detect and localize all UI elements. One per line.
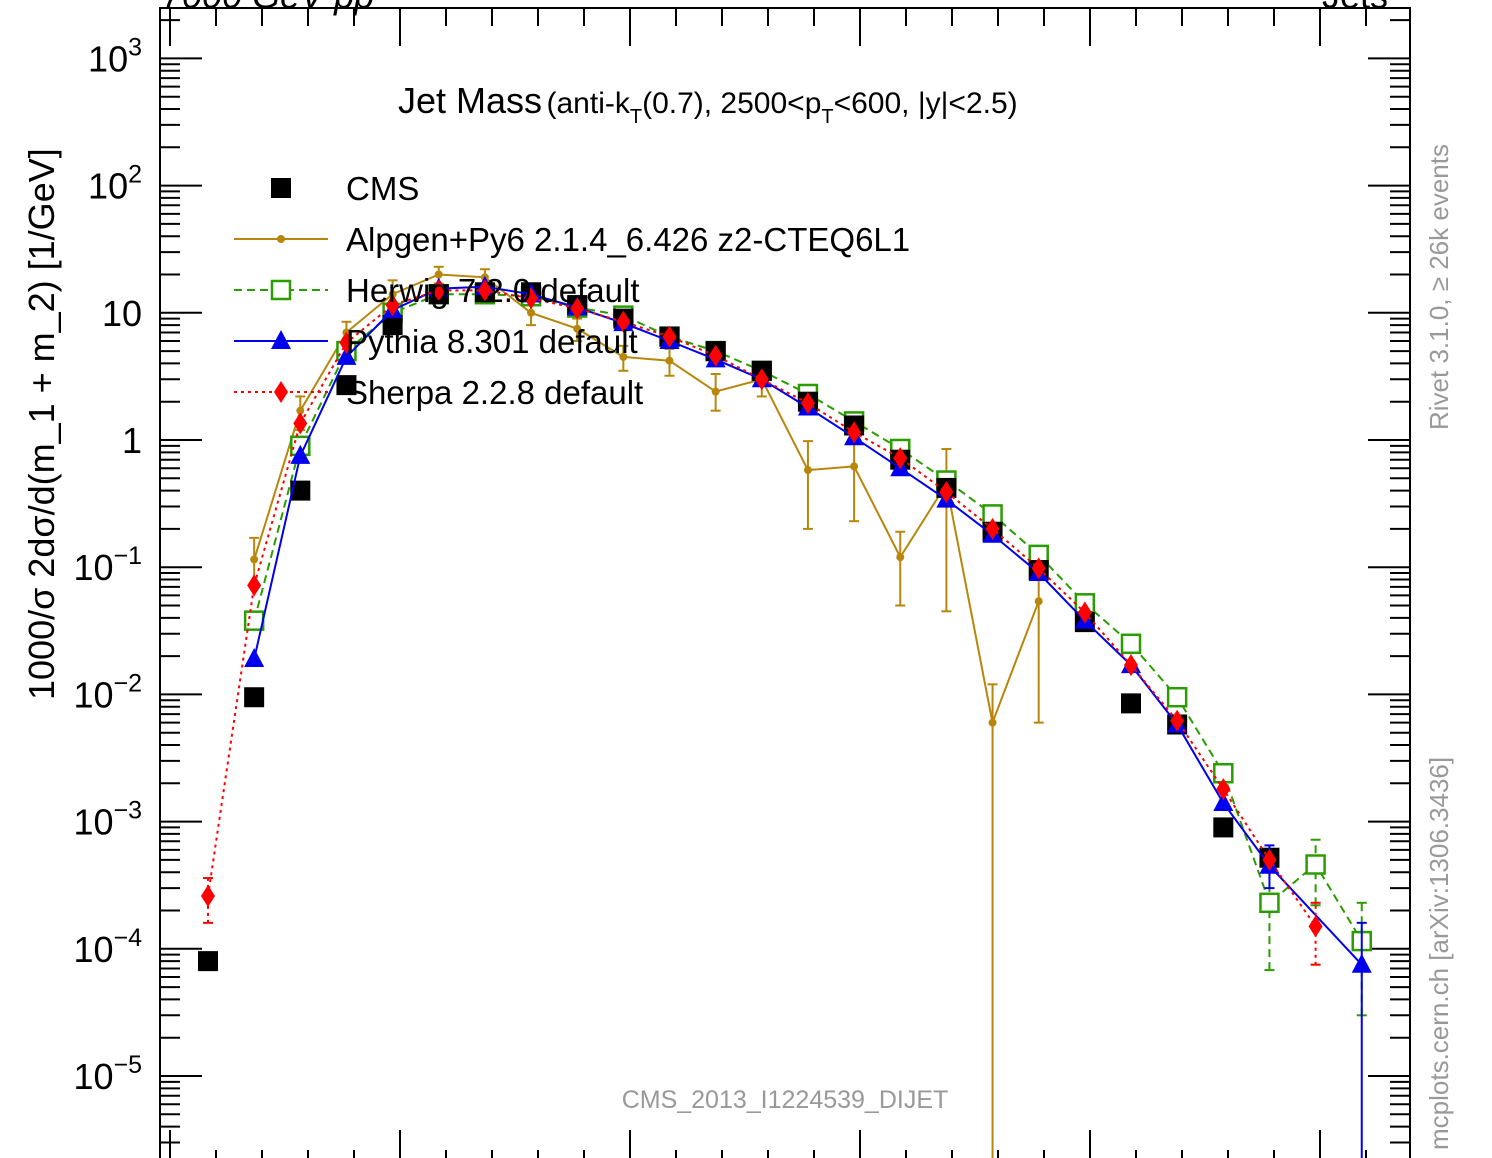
legend-item: Alpgen+Py6 2.1.4_6.426 z2-CTEQ6L1 [234,221,910,258]
data-point [1213,817,1234,838]
data-point [431,279,446,302]
y-tick-label: 10−5 [73,1051,142,1097]
data-point [708,344,723,367]
legend-item: Herwig 7.2.0 default [234,272,640,309]
data-point [1216,778,1231,801]
data-point [1166,686,1188,708]
data-point [985,517,1000,540]
data-point [619,352,628,361]
mcplots-reference-text: mcplots.cern.ch [arXiv:1306.3436] [1424,757,1454,1150]
data-point [850,462,859,471]
series-4 [201,279,1323,966]
plot-frame [159,7,1411,1158]
rivet-version-text: Rivet 3.1.0, ≥ 26k events [1424,144,1454,430]
data-point [1259,892,1280,914]
data-point [527,308,536,317]
legend-label: Pythia 8.301 default [346,323,638,360]
data-point [247,574,262,597]
data-point [939,481,954,504]
data-point [893,447,908,470]
y-tick-label: 10−3 [73,797,142,843]
data-point [198,951,218,972]
legend: CMS Alpgen+Py6 2.1.4_6.426 z2-CTEQ6L1 Herw… [234,170,910,411]
data-point [290,444,311,464]
data-point [754,368,769,391]
legend-marker [277,235,285,243]
legend-item: Pythia 8.301 default [234,323,638,360]
data-point [382,315,403,336]
chart-title: Jet Mass (anti-kT(0.7), 2500<pT<600, |y|… [398,80,1018,128]
data-point [616,310,631,333]
data-point [1121,693,1141,714]
data-point [524,287,539,310]
data-point [1213,792,1234,812]
data-point [1305,854,1326,875]
legend-marker [271,178,291,198]
data-point [847,421,862,444]
data-point [803,466,812,475]
data-point [1262,848,1277,871]
data-point [570,297,585,320]
data-point [339,331,354,354]
data-point [1308,915,1323,938]
data-point [662,325,677,348]
data-point [988,718,997,727]
y-tick-label: 10 [102,293,142,334]
legend-marker [274,381,288,403]
data-point [201,885,215,908]
y-axis-label: 1000/σ 2dσ/d(m_1 + m_2) [1/GeV] [21,148,62,700]
y-tick-label: 103 [88,33,142,79]
data-point [293,412,308,435]
data-point [1077,601,1092,624]
data-point [336,375,357,396]
analysis-watermark: CMS_2013_I1224539_DIJET [622,1086,949,1114]
series-1 [249,265,1044,1158]
y-tick-label: 102 [88,161,142,207]
data-point [250,555,259,564]
y-tick-label: 10−1 [73,542,142,588]
legend-label: Sherpa 2.2.8 default [346,374,643,411]
legend-item: Sherpa 2.2.8 default [234,374,643,411]
chart-title-main: Jet Mass [398,80,542,121]
legend-label: CMS [346,170,419,207]
data-point [1031,557,1046,580]
series-line [253,273,1040,727]
data-point [477,279,492,302]
legend-marker [271,330,291,349]
data-point [244,687,265,708]
legend-label: Herwig 7.2.0 default [346,272,640,309]
y-tick-label: 10−2 [73,669,142,715]
data-point [665,356,674,365]
x-axis-ticks [169,8,1367,1158]
data-point [800,392,815,415]
data-point [1124,654,1138,677]
data-point [1120,633,1142,655]
y-tick-label: 10−4 [73,924,142,970]
data-point [896,553,905,562]
data-point [244,647,265,667]
data-point [1034,597,1043,606]
chart-title-detail: (anti-kT(0.7), 2500<pT<600, |y|<2.5) [547,87,1018,128]
legend-marker [270,279,292,301]
series-layer [198,265,1372,1158]
data-point [573,324,582,333]
data-point [296,406,305,415]
y-axis-ticks [160,19,1410,1144]
y-tick-label: 1 [122,420,142,461]
data-point [385,294,400,317]
legend-item: CMS [271,170,419,207]
data-point [290,480,311,501]
data-point [711,387,720,396]
data-point [434,270,443,279]
legend-label: Alpgen+Py6 2.1.4_6.426 z2-CTEQ6L1 [346,221,910,258]
data-point [1351,953,1372,973]
data-point [1170,709,1185,732]
data-point [336,345,357,365]
